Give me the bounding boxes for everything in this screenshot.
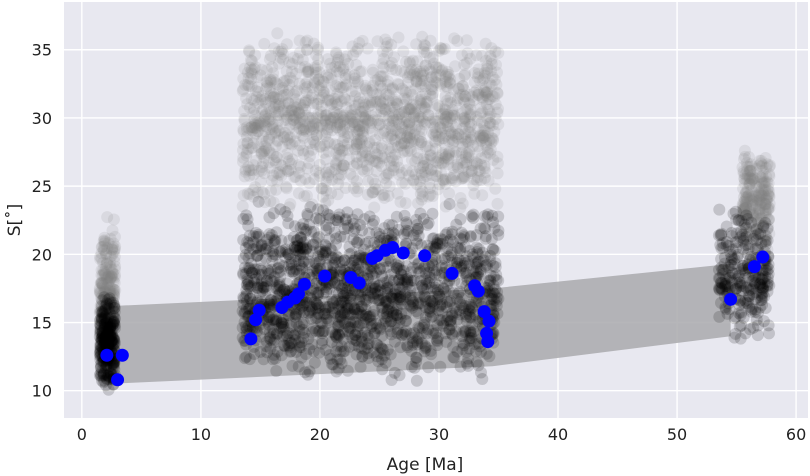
data-point-18 bbox=[396, 246, 410, 260]
data-point-11 bbox=[318, 269, 332, 283]
band-area bbox=[108, 263, 731, 384]
y-tick-label-1: 15 bbox=[32, 314, 52, 333]
sample-clouds bbox=[93, 27, 776, 396]
data-point-0 bbox=[100, 348, 114, 362]
data-point-1 bbox=[111, 373, 125, 387]
y-tick-label-0: 10 bbox=[32, 382, 52, 401]
data-point-10 bbox=[297, 277, 311, 291]
data-point-13 bbox=[352, 276, 366, 290]
data-point-5 bbox=[252, 303, 266, 317]
data-point-3 bbox=[244, 332, 258, 346]
data-point-28 bbox=[747, 260, 761, 274]
x-tick-label-6: 60 bbox=[786, 425, 806, 444]
x-tick-label-3: 30 bbox=[429, 425, 449, 444]
black-cloud-1 bbox=[236, 195, 505, 387]
x-axis-ticks: 0 10 20 30 40 50 60 bbox=[77, 425, 807, 444]
x-tick-label-1: 10 bbox=[191, 425, 211, 444]
gray-cloud-0 bbox=[93, 211, 122, 374]
x-axis-label: Age [Ma] bbox=[387, 455, 464, 475]
y-axis-ticks: 10 15 20 25 30 35 bbox=[32, 41, 52, 401]
x-tick-label-5: 50 bbox=[667, 425, 687, 444]
data-point-17 bbox=[386, 241, 400, 255]
data-point-2 bbox=[115, 348, 129, 362]
y-tick-label-2: 20 bbox=[32, 245, 52, 264]
y-axis-label: S[˚] bbox=[4, 204, 25, 237]
data-point-26 bbox=[481, 335, 495, 349]
x-tick-label-0: 0 bbox=[77, 425, 87, 444]
data-point-22 bbox=[471, 284, 485, 298]
gray-cloud-1 bbox=[236, 27, 505, 214]
data-point-20 bbox=[445, 266, 459, 280]
x-tick-label-4: 40 bbox=[548, 425, 568, 444]
data-point-9 bbox=[292, 287, 306, 301]
x-tick-label-2: 20 bbox=[310, 425, 330, 444]
confidence-band bbox=[108, 263, 731, 384]
data-points bbox=[100, 241, 770, 387]
data-point-29 bbox=[756, 250, 770, 264]
data-point-27 bbox=[724, 292, 738, 306]
data-point-19 bbox=[418, 249, 432, 263]
y-tick-label-4: 30 bbox=[32, 109, 52, 128]
data-point-24 bbox=[482, 314, 496, 328]
y-tick-label-3: 25 bbox=[32, 177, 52, 196]
gray-cloud-2 bbox=[736, 144, 776, 256]
y-tick-label-5: 35 bbox=[32, 41, 52, 60]
